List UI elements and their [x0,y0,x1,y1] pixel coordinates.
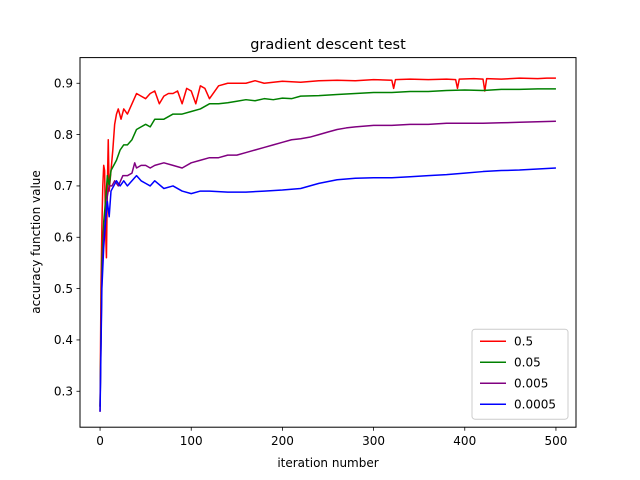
x-tick-label: 500 [544,434,567,448]
series-line-0 [99,77,556,412]
y-tick-label: 0.5 [54,282,73,296]
y-tick-label: 0.7 [54,179,73,193]
plot-frame [79,57,577,428]
series-line-3 [99,167,556,412]
y-tick-label: 0.3 [54,385,73,399]
legend-label: 0.0005 [514,398,556,412]
series-layer [99,77,556,412]
y-axis: 0.3 0.4 0.5 0.6 0.7 0.8 0.9 [54,77,80,399]
series-line-1 [99,88,556,407]
y-tick-label: 0.4 [54,333,73,347]
series-line-2 [99,120,556,407]
y-tick-label: 0.6 [54,231,73,245]
legend-box [471,328,569,420]
legend-label: 0.05 [514,356,541,370]
x-tick-label: 100 [180,434,203,448]
y-tick-label: 0.8 [54,128,73,142]
y-axis-title: accuracy function value [29,170,43,314]
legend-label: 0.005 [514,377,548,391]
x-tick-label: 200 [271,434,294,448]
x-axis-title: iteration number [277,456,378,470]
chart-title: gradient descent test [250,37,406,53]
legend: 0.5 0.05 0.005 0.0005 [471,328,569,420]
x-axis: 0 100 200 300 400 500 [96,427,567,448]
x-tick-label: 400 [453,434,476,448]
y-tick-label: 0.9 [54,77,73,91]
legend-label: 0.5 [514,335,533,349]
x-tick-label: 0 [96,434,104,448]
x-tick-label: 300 [362,434,385,448]
